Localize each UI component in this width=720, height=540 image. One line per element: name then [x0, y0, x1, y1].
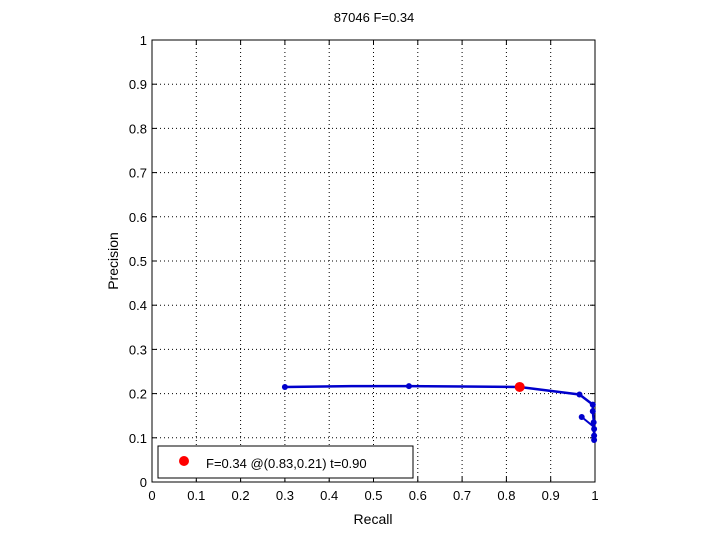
chart-title: 87046 F=0.34 [334, 10, 415, 25]
pr-curve-point [589, 408, 596, 415]
y-axis-label: Precision [105, 232, 121, 290]
x-tick-label: 0.2 [232, 488, 250, 503]
y-tick-label: 0.6 [129, 210, 147, 225]
legend: F=0.34 @(0.83,0.21) t=0.90 [157, 445, 414, 479]
legend-box [157, 445, 414, 479]
y-tick-label: 0.9 [129, 77, 147, 92]
x-tick-label: 0.5 [364, 488, 382, 503]
x-tick-label: 0.7 [453, 488, 471, 503]
x-axis-label: Recall [354, 511, 393, 527]
axis-ticks: 0 0.1 0.2 0.3 0.4 0.5 0.6 0.7 0.8 0.9 1 0 0.1 0.2 0.3 0… [129, 33, 599, 503]
pr-curve-point [590, 419, 597, 426]
grid-lines [152, 40, 595, 482]
y-tick-label: 1 [140, 33, 147, 48]
x-tick-label: 0.8 [497, 488, 515, 503]
pr-curve-point [591, 437, 598, 444]
y-tick-label: 0.5 [129, 254, 147, 269]
pr-curve-point [576, 391, 583, 398]
x-tick-label: 0.1 [187, 488, 205, 503]
pr-curve-point [591, 425, 598, 432]
y-tick-label: 0.8 [129, 121, 147, 136]
pr-curve [281, 381, 598, 444]
x-tick-label: 0.9 [542, 488, 560, 503]
pr-curve-point [281, 383, 288, 390]
pr-curve-point [589, 401, 596, 408]
y-tick-label: 0.3 [129, 342, 147, 357]
y-tick-label: 0 [140, 475, 147, 490]
y-tick-label: 0.7 [129, 166, 147, 181]
y-tick-label: 0.2 [129, 387, 147, 402]
y-tick-label: 0.1 [129, 431, 147, 446]
legend-label: F=0.34 @(0.83,0.21) t=0.90 [206, 456, 367, 471]
pr-curve-point [591, 432, 598, 439]
x-tick-label: 0.3 [276, 488, 294, 503]
best-f-point [514, 381, 525, 392]
x-tick-label: 1 [591, 488, 598, 503]
legend-marker [179, 456, 189, 466]
pr-curve-point [405, 383, 412, 390]
x-tick-label: 0.6 [409, 488, 427, 503]
pr-curve-line [284, 384, 596, 441]
pr-curve-point [578, 414, 585, 421]
x-tick-label: 0.4 [320, 488, 338, 503]
y-tick-label: 0.4 [129, 298, 147, 313]
x-tick-label: 0 [148, 488, 155, 503]
